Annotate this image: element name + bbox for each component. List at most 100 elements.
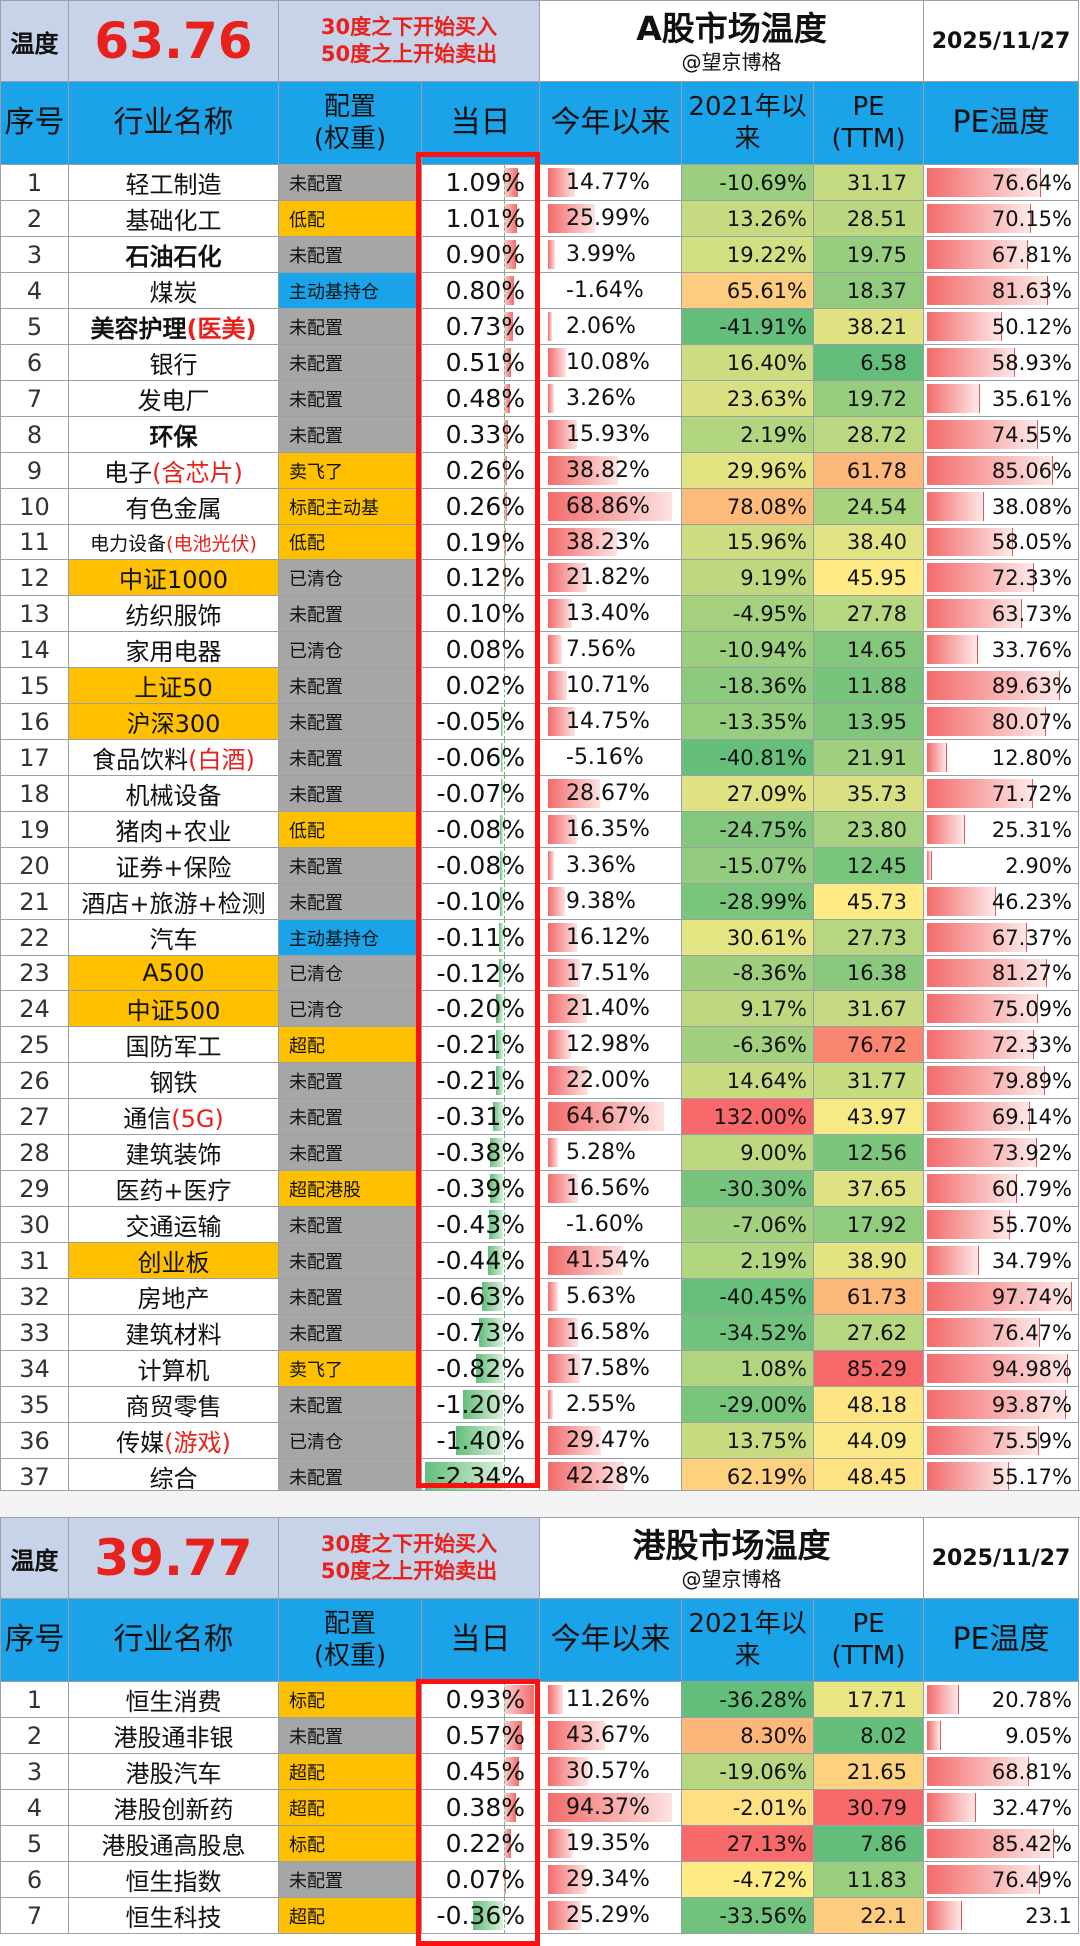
- pe-ttm-cell: 35.73: [813, 775, 924, 812]
- ytd-change-value: 38.23%: [566, 529, 650, 555]
- allocation-cell: 未配置: [278, 308, 422, 345]
- pe-temperature-value: 35.61%: [991, 386, 1072, 411]
- column-header-row: 序号 行业名称 配置 (权重) 当日 今年以来 2021年以 来 PE (TTM…: [0, 1598, 1079, 1682]
- daily-change-cell: 0.51%: [421, 344, 540, 381]
- header-index: 序号: [0, 81, 69, 165]
- pe-temperature-bar: [927, 1865, 1040, 1894]
- daily-gain-bar: [504, 420, 508, 449]
- pe-ttm-cell: 31.77: [813, 1062, 924, 1099]
- pe-temperature-bar: [927, 1318, 1040, 1347]
- since-2021-cell: 23.63%: [681, 380, 814, 417]
- pe-temperature-cell: 76.64%: [923, 164, 1079, 201]
- since-2021-cell: -13.35%: [681, 703, 814, 740]
- industry-name-cell: 煤炭: [68, 272, 279, 309]
- buy-note: 30度之下开始买入: [320, 1532, 498, 1556]
- pe-temperature-value: 79.89%: [991, 1068, 1072, 1093]
- industry-name-cell: 医药+医疗: [68, 1170, 279, 1207]
- pe-temperature-value: 9.05%: [1005, 1723, 1072, 1748]
- pe-ttm-cell: 76.72: [813, 1026, 924, 1063]
- daily-change-cell: 0.38%: [421, 1789, 540, 1826]
- daily-axis-line: [504, 956, 505, 990]
- pe-temperature-cell: 94.98%: [923, 1350, 1079, 1387]
- since-2021-cell: 1.08%: [681, 1350, 814, 1387]
- daily-change-cell: 0.80%: [421, 272, 540, 309]
- daily-axis-line: [504, 1898, 505, 1933]
- buy-note: 30度之下开始买入: [320, 15, 498, 39]
- daily-change-value: 0.51%: [445, 348, 525, 377]
- daily-loss-bar: [501, 779, 503, 808]
- since-2021-cell: 13.26%: [681, 200, 814, 237]
- ytd-change-cell: 28.67%: [539, 775, 682, 812]
- pe-temperature-value: 75.59%: [991, 1428, 1072, 1453]
- ytd-change-cell: 10.71%: [539, 667, 682, 704]
- pe-temperature-cell: 50.12%: [923, 308, 1079, 345]
- ytd-change-value: 3.26%: [566, 386, 636, 411]
- daily-axis-line: [504, 525, 505, 559]
- pe-ttm-cell: 18.37: [813, 272, 924, 309]
- pe-temperature-value: 55.70%: [991, 1212, 1072, 1237]
- daily-axis-line: [504, 1387, 505, 1422]
- allocation-cell: 未配置: [278, 416, 422, 453]
- since-2021-cell: 16.40%: [681, 344, 814, 381]
- daily-change-cell: -0.36%: [421, 1897, 540, 1934]
- industry-name: 电力设备: [90, 532, 167, 555]
- daily-axis-line: [504, 1682, 505, 1717]
- pe-temperature-value: 63.73%: [991, 601, 1072, 626]
- allocation-cell: 主动基持仓: [278, 919, 422, 956]
- allocation-cell: 未配置: [278, 1206, 422, 1243]
- pe-temperature-value: 94.98%: [991, 1356, 1072, 1381]
- daily-axis-line: [504, 1351, 505, 1386]
- daily-change-value: -1.20%: [436, 1390, 525, 1419]
- daily-axis-line: [504, 201, 505, 236]
- allocation-cell: 低配: [278, 200, 422, 237]
- daily-change-value: -0.08%: [436, 815, 525, 844]
- row-index-cell: 14: [0, 631, 69, 668]
- header-daily: 当日: [421, 81, 540, 165]
- ytd-change-cell: 3.99%: [539, 236, 682, 273]
- report-date: 2025/11/27: [923, 1517, 1079, 1599]
- daily-gain-bar: [504, 240, 516, 269]
- industry-name: 环保: [149, 423, 198, 451]
- header-daily: 当日: [421, 1598, 540, 1682]
- daily-change-cell: -0.06%: [421, 739, 540, 776]
- industry-name-cell: 轻工制造: [68, 164, 279, 201]
- temperature-label: 温度: [0, 1517, 69, 1599]
- pe-temperature-bar: [927, 563, 1034, 592]
- ytd-bar: [548, 779, 600, 808]
- table-row: 21 酒店+旅游+检测 未配置 -0.10% 9.38% -28.99% 45.73 46.2…: [0, 883, 1079, 920]
- allocation-cell: 未配置: [278, 1242, 422, 1279]
- ytd-change-cell: 21.82%: [539, 559, 682, 596]
- industry-subtag: (含芯片): [152, 459, 243, 487]
- daily-gain-bar: [504, 348, 511, 377]
- allocation-cell: 低配: [278, 524, 422, 560]
- pe-ttm-cell: 45.95: [813, 559, 924, 596]
- pe-temperature-value: 50.12%: [991, 314, 1072, 339]
- daily-axis-line: [504, 273, 505, 308]
- pe-temperature-value: 58.93%: [991, 350, 1072, 375]
- since-2021-cell: -30.30%: [681, 1170, 814, 1207]
- pe-temperature-value: 73.92%: [991, 1140, 1072, 1165]
- pe-temperature-value: 33.76%: [991, 637, 1072, 662]
- allocation-cell: 已清仓: [278, 990, 422, 1027]
- sell-note: 50度之上开始卖出: [320, 42, 498, 66]
- daily-loss-bar: [496, 1066, 503, 1095]
- industry-name-cell: 有色金属: [68, 488, 279, 525]
- ytd-bar: [548, 1829, 573, 1858]
- row-index-cell: 6: [0, 344, 69, 381]
- daily-change-cell: -0.21%: [421, 1026, 540, 1063]
- daily-change-cell: 0.19%: [421, 524, 540, 560]
- since-2021-cell: -28.99%: [681, 883, 814, 920]
- ytd-bar: [548, 204, 595, 233]
- ytd-change-value: 11.26%: [566, 1687, 650, 1712]
- ytd-change-value: -5.16%: [566, 745, 644, 770]
- daily-loss-bar: [456, 1426, 503, 1455]
- pe-temperature-bar: [927, 851, 932, 880]
- ytd-change-value: 5.63%: [566, 1284, 636, 1309]
- ytd-change-cell: 3.26%: [539, 380, 682, 417]
- allocation-cell: 超配港股: [278, 1170, 422, 1207]
- ytd-bar: [548, 1426, 601, 1455]
- daily-change-value: -0.43%: [436, 1210, 525, 1239]
- ytd-change-cell: 16.58%: [539, 1314, 682, 1351]
- since-2021-cell: 8.30%: [681, 1717, 814, 1754]
- pe-ttm-cell: 17.71: [813, 1681, 924, 1718]
